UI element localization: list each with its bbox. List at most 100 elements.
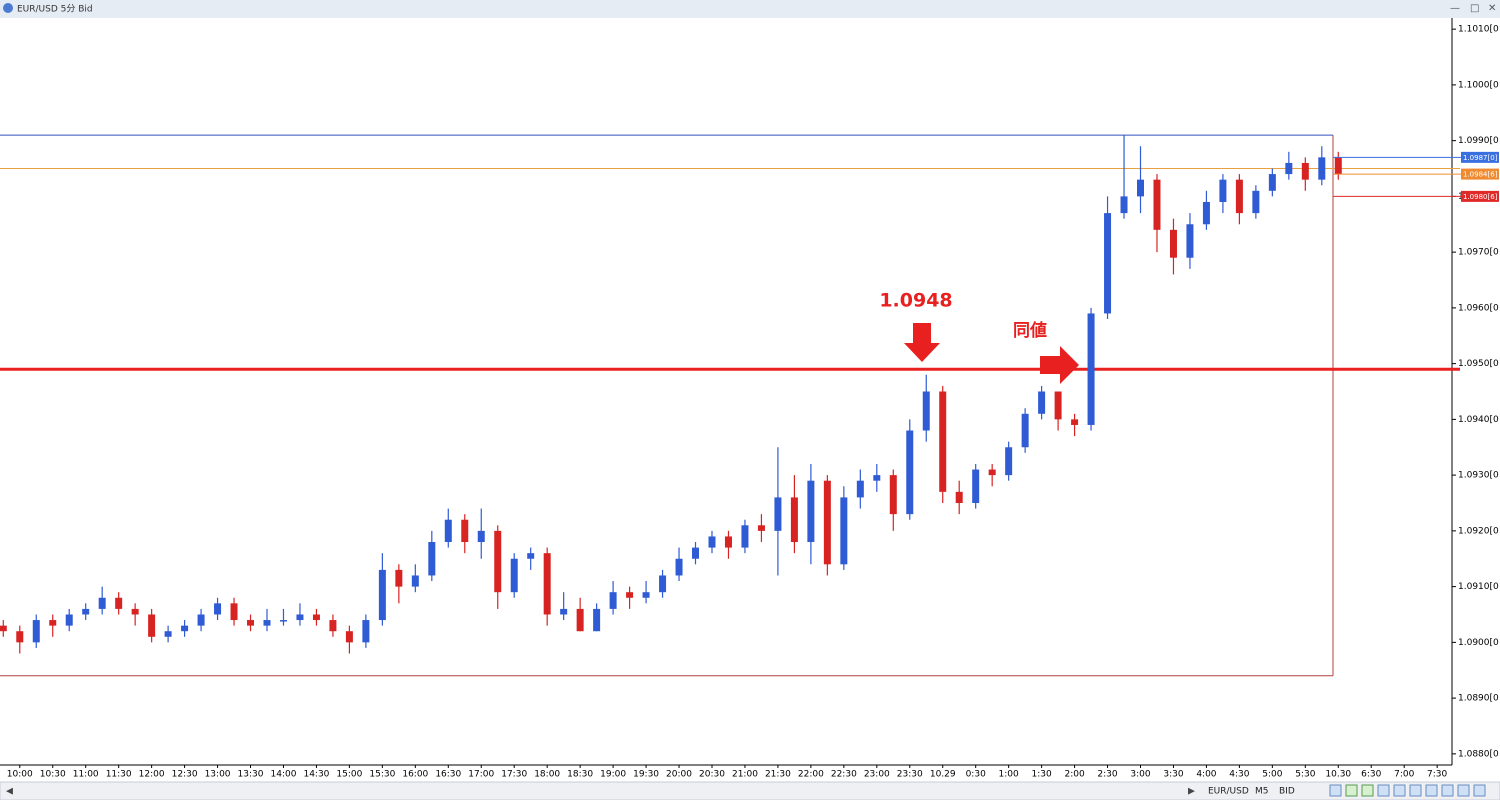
price-select[interactable]: BID	[1279, 787, 1295, 797]
x-tick-label: 6:30	[1361, 770, 1381, 780]
tool-icon[interactable]	[1361, 784, 1374, 797]
candle-body	[1153, 179, 1161, 230]
x-tick-label: 18:00	[534, 770, 560, 780]
x-tick-label: 16:00	[402, 770, 428, 780]
scroll-left[interactable]: ◀	[6, 787, 13, 797]
candle-body	[345, 631, 353, 643]
candle-body	[939, 391, 947, 492]
y-tick-label: 1.0990[0	[1458, 136, 1499, 146]
candle-body	[708, 536, 716, 548]
candle-body	[1268, 174, 1276, 191]
candle-body	[378, 569, 386, 621]
x-tick-label: 4:00	[1196, 770, 1216, 780]
candle-body	[312, 614, 320, 621]
candle-body	[329, 620, 337, 632]
tool-icon[interactable]	[1409, 784, 1422, 797]
x-tick-label: 10:30	[40, 770, 66, 780]
tool-icon[interactable]	[1329, 784, 1342, 797]
title-bar	[0, 0, 1500, 18]
candle-body	[494, 530, 502, 593]
candle-body	[362, 620, 370, 643]
tool-icon[interactable]	[1457, 784, 1470, 797]
x-tick-label: 21:00	[732, 770, 758, 780]
scroll-right[interactable]: ▶	[1188, 787, 1195, 797]
maximize-button[interactable]: □	[1470, 3, 1479, 14]
candle-body	[230, 603, 238, 621]
tool-icon[interactable]	[1345, 784, 1358, 797]
x-tick-label: 2:00	[1064, 770, 1084, 780]
y-tick-label: 1.1000[0	[1458, 80, 1499, 90]
candle-body	[1054, 391, 1062, 420]
candle-body	[1252, 190, 1260, 214]
price-tag	[1461, 190, 1499, 202]
candle-body	[1202, 201, 1210, 225]
price-tag-label: 1.0980[6]	[1463, 193, 1498, 201]
x-tick-label: 1:30	[1032, 770, 1052, 780]
candle-body	[1137, 179, 1145, 197]
candle-body	[675, 558, 683, 576]
y-tick-label: 1.0960[0	[1458, 303, 1499, 313]
candle-body	[82, 608, 90, 615]
tool-icon[interactable]	[1441, 784, 1454, 797]
annotation-same-price: 同値	[1013, 320, 1047, 341]
candle-body	[807, 480, 815, 543]
x-tick-label: 19:30	[633, 770, 659, 780]
y-tick-label: 1.0950[0	[1458, 359, 1499, 369]
candle-body	[0, 625, 7, 632]
tool-icon[interactable]	[1393, 784, 1406, 797]
candle-body	[49, 620, 57, 626]
candle-body	[1301, 162, 1309, 180]
candle-body	[659, 575, 667, 593]
symbol-select[interactable]: EUR/USD	[1208, 787, 1249, 797]
tool-icon[interactable]	[1377, 784, 1390, 797]
tool-icon[interactable]	[1473, 784, 1486, 797]
candle-body	[247, 620, 255, 626]
minimize-button[interactable]: —	[1450, 3, 1460, 14]
candle-body	[181, 625, 189, 632]
candle-body	[1021, 413, 1029, 448]
x-tick-label: 15:00	[336, 770, 362, 780]
timeframe-select[interactable]: M5	[1255, 787, 1269, 797]
candle-body	[1285, 162, 1293, 175]
candle-body	[823, 480, 831, 565]
candle-body	[296, 614, 304, 621]
candle-body	[1219, 179, 1227, 202]
x-tick-label: 10:00	[7, 770, 33, 780]
candle-body	[955, 491, 963, 503]
x-tick-label: 17:00	[468, 770, 494, 780]
candle-body	[757, 525, 765, 531]
candle-body	[214, 603, 222, 615]
x-tick-label: 12:00	[139, 770, 165, 780]
candle-body	[1038, 391, 1046, 414]
toolbar-icons	[1329, 784, 1486, 797]
close-button[interactable]: ✕	[1488, 3, 1496, 14]
y-tick-label: 1.0940[0	[1458, 415, 1499, 425]
x-tick-label: 14:30	[303, 770, 329, 780]
candle-body	[922, 391, 930, 431]
y-tick-label: 1.0890[0	[1458, 694, 1499, 704]
candle-body	[741, 525, 749, 548]
x-tick-label: 4:30	[1229, 770, 1249, 780]
candle-body	[263, 620, 271, 626]
candle-body	[774, 497, 782, 531]
candle-body	[972, 469, 980, 503]
down-arrow	[904, 323, 940, 362]
x-tick-label: 13:30	[238, 770, 264, 780]
candle-body	[395, 569, 403, 587]
x-tick-label: 3:00	[1130, 770, 1150, 780]
x-tick-label: 20:30	[699, 770, 725, 780]
candle-body	[477, 530, 485, 543]
candle-body	[411, 575, 419, 587]
plot-area	[0, 18, 1452, 765]
app-icon	[3, 3, 13, 13]
y-tick-label: 1.0920[0	[1458, 526, 1499, 536]
candle-body	[527, 553, 535, 559]
candle-body	[65, 614, 73, 626]
candle-body	[148, 614, 156, 637]
x-tick-label: 23:00	[864, 770, 890, 780]
candle-body	[840, 497, 848, 565]
candle-body	[1087, 313, 1095, 425]
candle-body	[593, 608, 601, 632]
x-tick-label: 19:00	[600, 770, 626, 780]
tool-icon[interactable]	[1425, 784, 1438, 797]
